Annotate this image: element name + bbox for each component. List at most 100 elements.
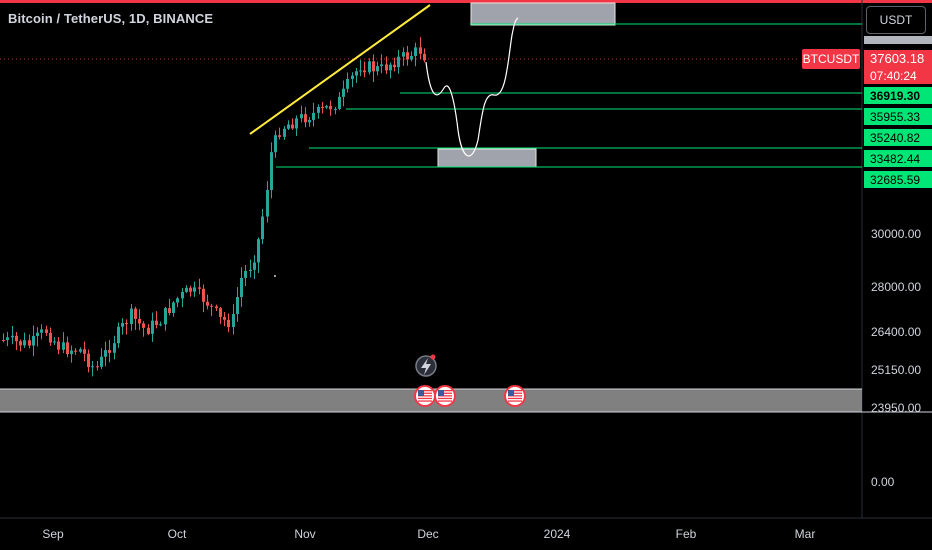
flag-stripe: [438, 392, 452, 394]
event-markers: [414, 354, 526, 407]
candle-body-72: [308, 119, 311, 123]
candle-body-57: [244, 270, 247, 278]
top-accent-bar: [0, 0, 932, 3]
candle-body-56: [240, 277, 243, 298]
x-tick-label: Nov: [294, 527, 315, 541]
candle-body-35: [151, 320, 154, 334]
y-tick-label: 25150.00: [871, 363, 921, 377]
candle-body-4: [19, 341, 22, 346]
candle-body-79: [338, 96, 341, 109]
level-lines: [276, 23, 862, 168]
level-tag-2: 35955.33: [864, 108, 932, 125]
candle-body-55: [236, 297, 239, 315]
flag-stripe: [418, 390, 432, 392]
trend-line: [249, 4, 431, 135]
us-flag-icon: [434, 385, 456, 407]
x-tick-label: 2024: [544, 527, 571, 541]
candle-body-95: [406, 52, 409, 60]
candle-body-50: [215, 306, 218, 309]
candle-body-83: [355, 71, 358, 76]
candle-body-99: [423, 53, 426, 61]
candle-body-67: [287, 124, 290, 129]
candle-body-22: [96, 366, 99, 368]
candle-body-53: [227, 319, 230, 328]
candle-body-21: [91, 366, 94, 368]
candle-body-85: [363, 70, 366, 73]
candle-body-26: [113, 343, 116, 353]
flag-canton: [508, 390, 514, 396]
candle-body-42: [181, 291, 184, 299]
us-flag-icon: [414, 385, 436, 407]
projection-path: [425, 17, 519, 157]
candle-body-51: [219, 308, 222, 317]
candle-body-25: [108, 350, 111, 353]
candle-body-58: [249, 269, 252, 271]
flag-stripe: [508, 400, 522, 402]
drawings: [249, 4, 519, 157]
candle-body-39: [168, 308, 171, 313]
candle-body-10: [45, 329, 48, 334]
flag-stripe: [438, 395, 452, 397]
y-axis: 30000.00 28000.00 26400.00 25150.00 23950.00…: [864, 36, 932, 489]
candle-body-34: [147, 327, 150, 334]
candle-body-82: [351, 75, 354, 79]
candle-body-15: [66, 342, 69, 355]
candle-body-30: [130, 308, 133, 324]
candle-body-96: [410, 56, 413, 60]
flag-stripe: [508, 395, 522, 397]
currency-button[interactable]: USDT: [866, 6, 926, 34]
lightning-bolt: [421, 358, 431, 375]
candle-body-91: [389, 64, 392, 71]
candle-body-32: [138, 318, 141, 324]
candle-body-6: [28, 340, 31, 346]
candle-body-19: [83, 349, 86, 354]
candle-body-77: [329, 106, 332, 110]
candle-body-18: [79, 349, 82, 352]
candle-body-78: [334, 108, 337, 110]
x-tick-label: Mar: [795, 527, 816, 541]
flag-stripe: [438, 390, 452, 392]
candle-body-44: [189, 287, 192, 292]
flag-stripe: [438, 397, 452, 400]
candle-body-62: [266, 190, 269, 217]
y-tick-label: 28000.00: [871, 280, 921, 294]
candle-body-29: [125, 323, 128, 325]
level-tag-5: 32685.59: [864, 171, 932, 188]
candle-body-43: [185, 287, 188, 292]
chart-grid: [0, 0, 863, 518]
candle-body-86: [368, 61, 371, 73]
upper-target-box: [470, 2, 616, 26]
level-tag-1: 36919.30: [864, 87, 932, 104]
flag-stripe: [418, 392, 432, 394]
candle-body-54: [232, 314, 235, 328]
last-price-tag: 37603.18: [864, 50, 932, 67]
candle-body-74: [317, 106, 320, 113]
chart-title: Bitcoin / TetherUS, 1D, BINANCE: [8, 11, 214, 26]
candle-body-63: [270, 152, 273, 191]
candle-body-60: [257, 239, 260, 263]
candle-body-23: [100, 356, 103, 367]
candle-body-0: [2, 340, 5, 341]
candle-body-80: [342, 88, 345, 97]
candle-body-88: [376, 66, 379, 72]
y-tick-label: 0.00: [871, 475, 895, 489]
us-flag-icon: [504, 385, 526, 407]
candle-body-46: [198, 287, 201, 289]
level-tag-3: 35240.82: [864, 129, 932, 146]
candle-body-52: [223, 316, 226, 320]
flag-stripe: [418, 400, 432, 402]
candle-body-2: [11, 335, 14, 338]
candle-body-84: [359, 70, 362, 72]
flag-stripe: [418, 395, 432, 397]
flag-stripe: [438, 400, 452, 402]
lower-support-box: [437, 148, 537, 168]
x-tick-label: Feb: [676, 527, 697, 541]
y-tick-label: 30000.00: [871, 227, 921, 241]
candle-body-97: [414, 47, 417, 57]
candle-body-59: [253, 262, 256, 270]
candle-body-64: [274, 135, 277, 153]
x-tick-label: Dec: [417, 527, 438, 541]
candle-body-3: [15, 335, 18, 342]
flag-canton: [438, 390, 444, 396]
